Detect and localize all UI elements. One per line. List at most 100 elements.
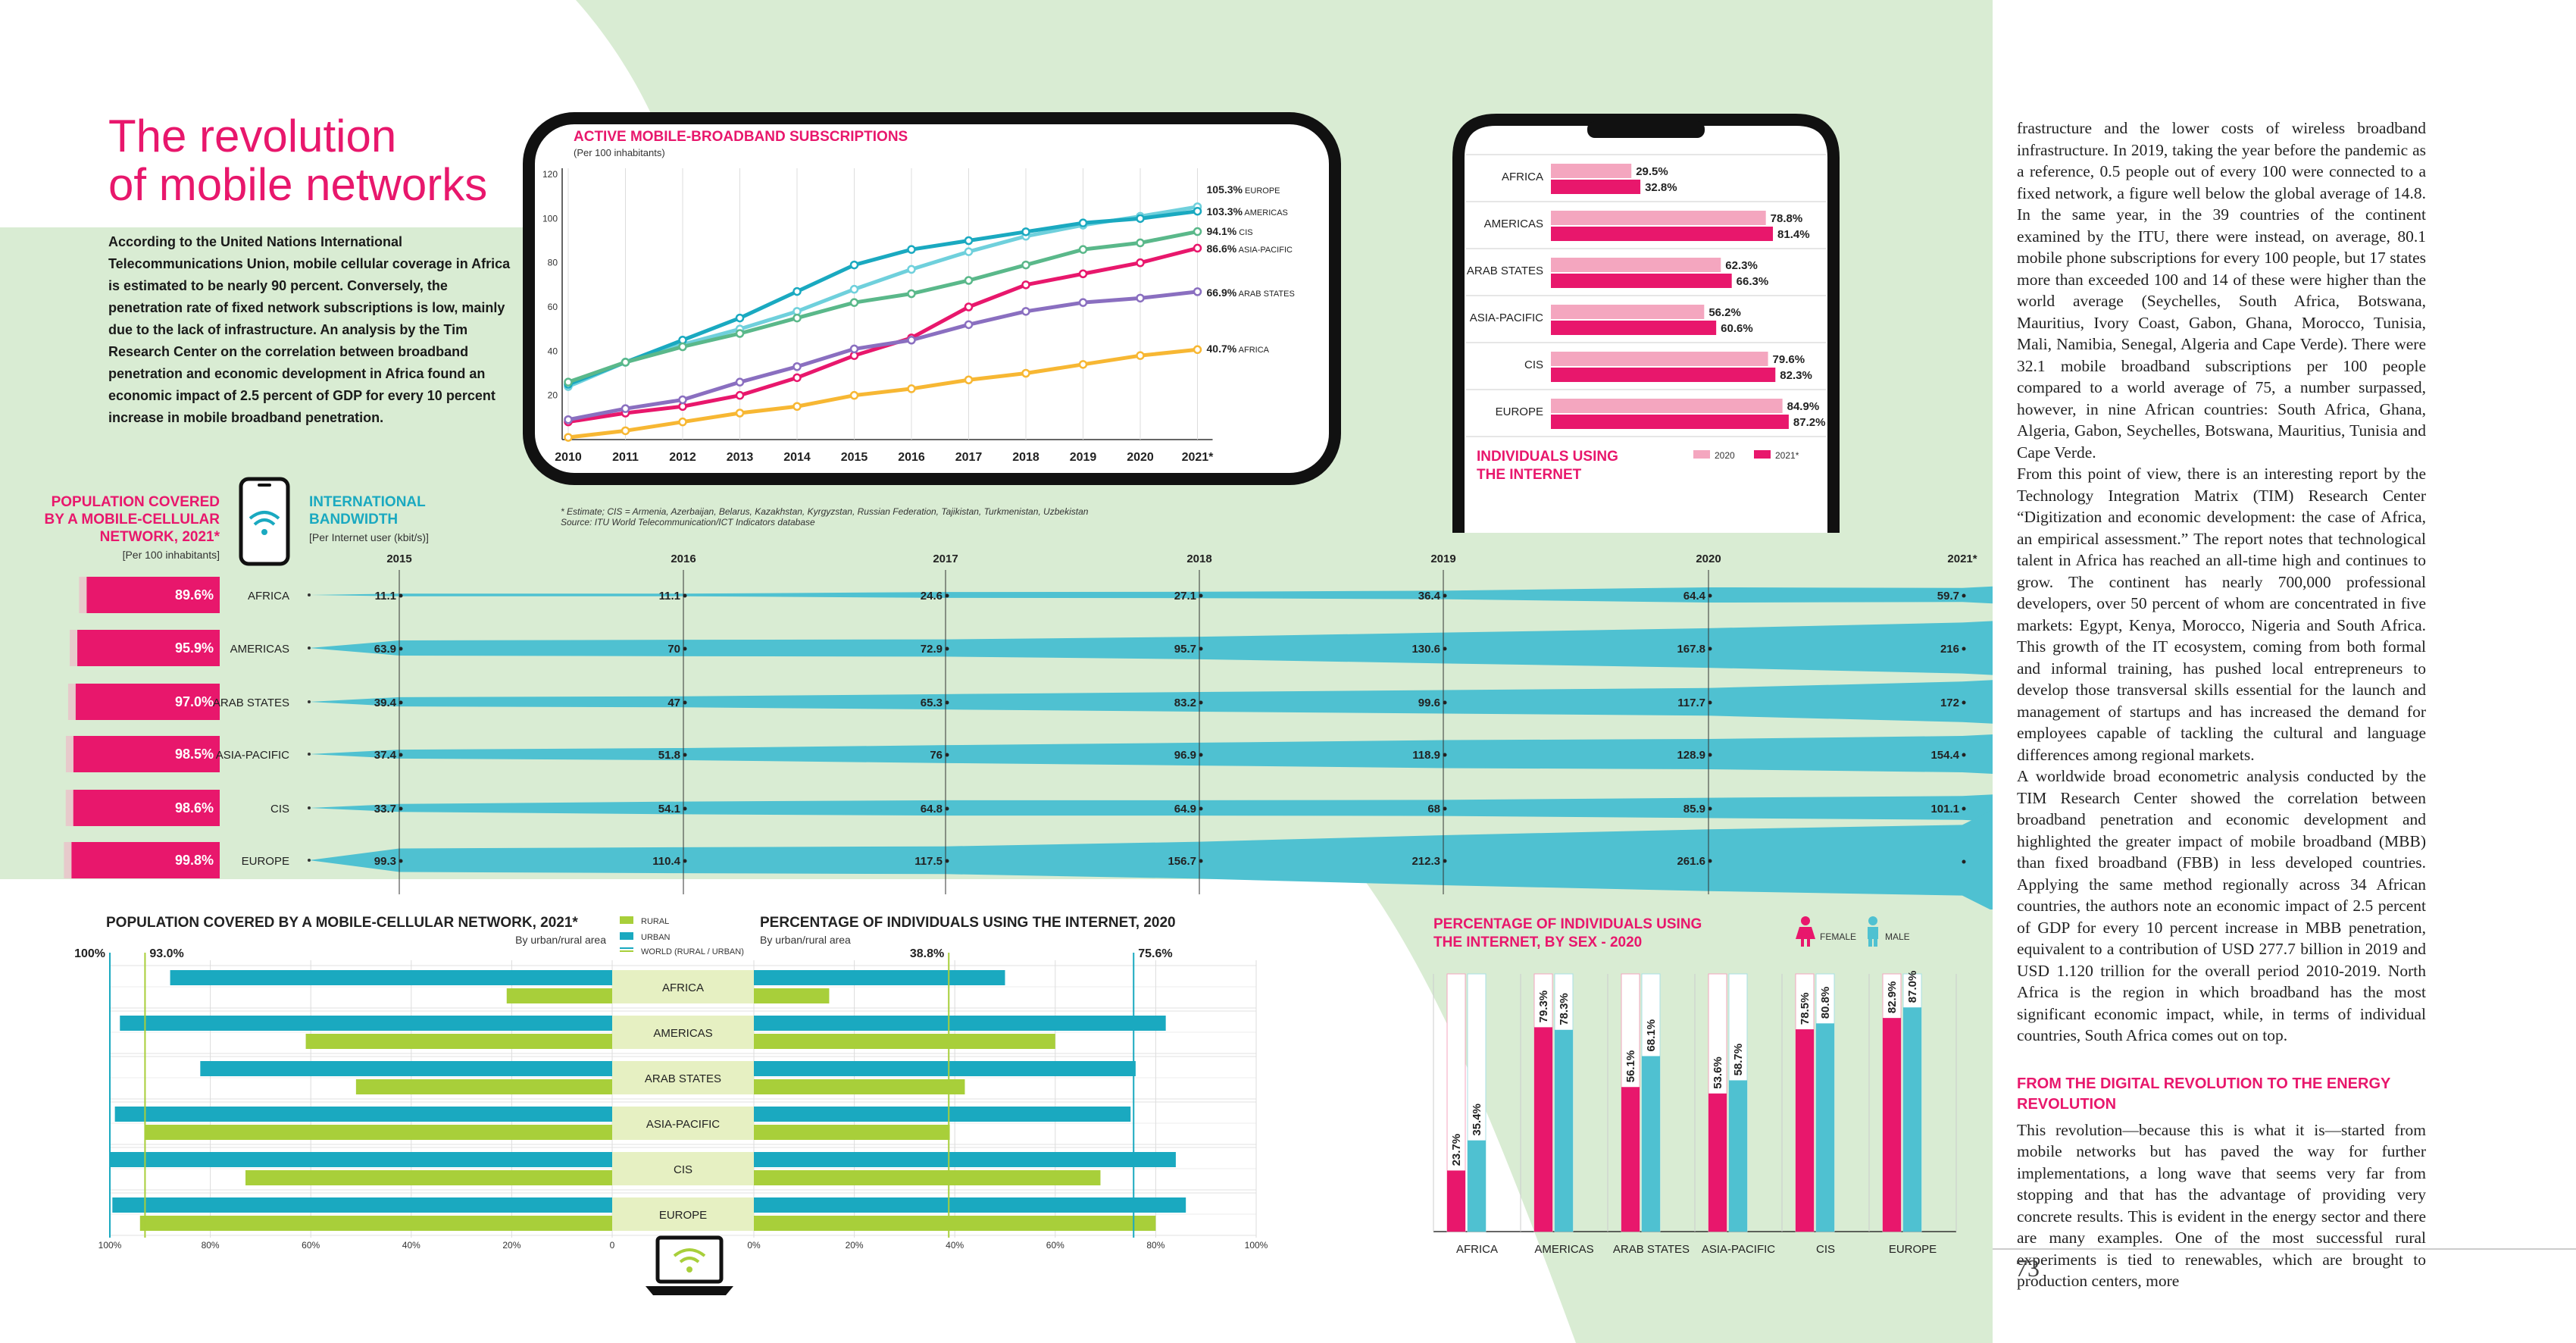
coverage-rural-bar (145, 1125, 612, 1140)
x-tick-label: 40% (946, 1240, 964, 1251)
data-point (678, 417, 687, 427)
data-point (907, 336, 916, 345)
x-tick-label: 100% (1245, 1240, 1268, 1251)
bandwidth-value-label: 47 (667, 697, 680, 709)
band-marker (683, 646, 687, 651)
series-line-arab-states (567, 290, 1198, 422)
band-marker (1443, 806, 1447, 811)
line-chart-phone: ACTIVE MOBILE-BROADBAND SUBSCRIPTIONS (P… (523, 112, 1341, 485)
data-point (1021, 368, 1030, 378)
year-label: 2018 (1186, 553, 1211, 565)
coverage-rural-bar (506, 988, 612, 1003)
region-label: CIS (270, 803, 289, 816)
bandwidth-band-asia-pacific (309, 734, 1993, 775)
y-tick-label: 40 (548, 346, 558, 356)
bandwidth-value-label: 11.1 (659, 590, 680, 603)
bandwidth-value-label: 130.6 (1411, 643, 1440, 656)
band-start-dot (308, 753, 311, 756)
x-tick-label: 20% (846, 1240, 864, 1251)
band-marker (945, 646, 949, 651)
mobile-phone-icon (239, 477, 290, 566)
year-label: 2016 (671, 553, 696, 565)
band-marker (945, 806, 949, 811)
series-end-label: 94.1% CIS (1207, 225, 1253, 237)
bar-value-label: 79.6% (1773, 353, 1805, 366)
data-point (1193, 227, 1202, 236)
legend-male-label: MALE (1885, 931, 1910, 942)
bar-value-label: 79.3% (1537, 991, 1550, 1023)
bandwidth-value-label: 85.9 (1683, 803, 1705, 816)
internet-users-title-line1: INDIVIDUALS USING (1477, 449, 1618, 465)
coverage-urban-bar (110, 1152, 612, 1167)
category-label: AFRICA (662, 981, 704, 994)
band-marker (683, 753, 687, 757)
band-marker (683, 593, 687, 598)
coverage-urban-bar (170, 970, 612, 985)
bandwidth-value-label: 110.4 (652, 855, 680, 868)
data-point (1193, 243, 1202, 253)
category-label: EUROPE (1889, 1243, 1937, 1256)
band-marker (399, 593, 403, 598)
data-point (1136, 214, 1145, 224)
bar-female (1708, 1093, 1727, 1232)
data-point (564, 415, 573, 424)
coverage-value-label: 98.5% (175, 747, 214, 762)
data-point (1193, 345, 1202, 355)
data-point (792, 402, 802, 411)
bandwidth-value-label: 128.9 (1677, 749, 1705, 762)
category-label: EUROPE (659, 1209, 707, 1222)
coverage-urban-bar (112, 1197, 612, 1213)
year-label: 2020 (1696, 553, 1721, 565)
bandwidth-band-africa (309, 586, 1993, 604)
by-sex-plot: 23.7% 35.4% AFRICA 79.3% 78.3% AMERICAS 56.1% 6… (1433, 971, 1957, 1256)
section-heading: FROM THE DIGITAL REVOLUTION TO THE ENERG… (2017, 1075, 2390, 1113)
data-point (621, 426, 630, 436)
coverage-urban-bar (114, 1107, 612, 1122)
body-paragraph-1: frastructure and the lower costs of wire… (2017, 119, 2426, 462)
coverage-area-subtitle: By urban/rural area (515, 934, 606, 946)
category-label-bg (612, 970, 754, 1003)
bar-male (1903, 1007, 1921, 1232)
x-tick-label: 2014 (783, 451, 811, 464)
x-tick-label: 2017 (955, 451, 983, 464)
body-paragraph-3: A worldwide broad econometric analysis c… (2017, 767, 2426, 1044)
female-icon (1796, 916, 1815, 947)
series-line-africa (567, 347, 1198, 440)
coverage-bar (73, 790, 220, 826)
body-paragraph-2: From this point of view, there is an int… (2017, 465, 2426, 764)
coverage-rural-bar (305, 1034, 612, 1049)
internet-urban-bar (754, 1197, 1186, 1213)
x-tick-label: 2011 (612, 451, 639, 464)
bar-2020 (1551, 164, 1632, 178)
band-marker (399, 646, 403, 651)
x-tick-label: 20% (502, 1240, 521, 1251)
band-marker (945, 593, 949, 598)
category-label: CIS (674, 1163, 692, 1176)
band-marker (1443, 859, 1447, 863)
bar-value-label: 32.8% (1645, 181, 1677, 194)
data-point (735, 329, 745, 338)
x-tick-label: 80% (202, 1240, 220, 1251)
data-point (564, 433, 573, 442)
bandwidth-value-label: 51.8 (658, 749, 680, 762)
data-point (964, 276, 974, 285)
coverage-bar (73, 736, 220, 772)
region-label: EUROPE (242, 855, 289, 868)
internet-urban-bar (754, 1152, 1176, 1167)
category-label: CIS (1816, 1243, 1835, 1256)
bandwidth-value-label: 70 (667, 643, 680, 656)
category-label: ARAB STATES (645, 1072, 721, 1085)
bandwidth-value-label: 11.1 (375, 590, 396, 603)
y-tick-label: 20 (548, 390, 558, 401)
year-label: 2019 (1430, 553, 1455, 565)
series-end-label: 86.6% ASIA-PACIFIC (1207, 243, 1293, 255)
pop-covered-title-line2: BY A MOBILE-CELLULAR (44, 512, 220, 527)
category-label: ARAB STATES (1467, 265, 1543, 277)
region-label: ARAB STATES (213, 697, 289, 709)
band-start-dot (308, 859, 311, 862)
internet-rural-bar (754, 1079, 965, 1094)
category-label: ARAB STATES (1613, 1243, 1690, 1256)
coverage-bar (77, 630, 220, 666)
data-point (849, 260, 859, 270)
coverage-urban-bar (200, 1061, 613, 1076)
